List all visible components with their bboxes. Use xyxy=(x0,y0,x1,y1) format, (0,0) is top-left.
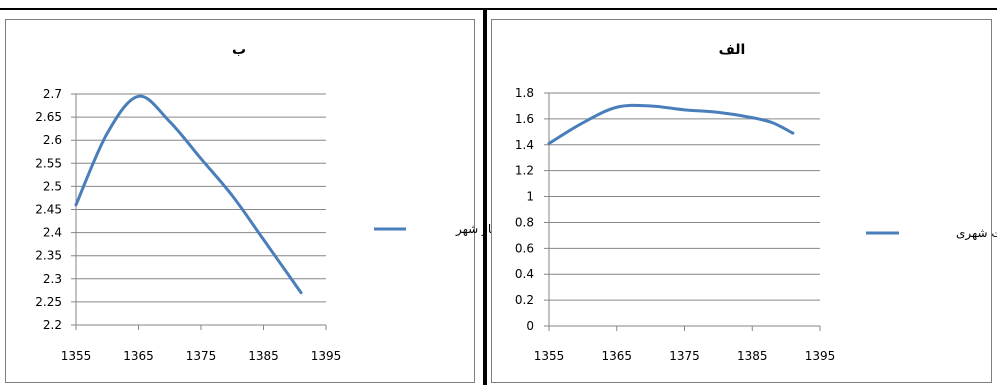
chart-b-y-tick-label-7: 2.55 xyxy=(35,156,62,170)
chart-b-y-tick-label-6: 2.5 xyxy=(43,179,62,193)
chart-alef-y-tick-label-7: 1.4 xyxy=(515,138,534,152)
chart-alef-y-tick-label-0: 0 xyxy=(526,319,534,333)
chart-b-y-tick-label-3: 2.35 xyxy=(35,249,62,263)
chart-b-x-tick-label-3: 1385 xyxy=(248,349,279,363)
chart-alef-y-tick-label-4: 0.8 xyxy=(515,215,534,229)
chart-alef-x-tick-label-1: 1365 xyxy=(601,349,632,363)
chart-alef-y-tick-label-2: 0.4 xyxy=(515,267,534,281)
chart-b-svg: ب 2.2 2.25 2.3 2.35 2.4 2.45 2.5 2.55 2.6 2.65 2.7 1… xyxy=(35,42,504,363)
chart-b-series-line-0 xyxy=(74,94,303,295)
chart-alef-x-tick-label-2: 1375 xyxy=(669,349,700,363)
chart-alef-x-tick-label-3: 1385 xyxy=(737,349,768,363)
chart-b-y-tick-label-0: 2.2 xyxy=(43,318,62,332)
chart-b-y-tick-label-4: 2.4 xyxy=(43,226,62,240)
chart-b-x-tick-label-1: 1365 xyxy=(123,349,154,363)
chart-b-x-tick-label-2: 1375 xyxy=(186,349,217,363)
top-border-strip xyxy=(0,0,997,10)
chart-b-x-tick-label-0: 1355 xyxy=(61,349,92,363)
chart-panel-alef: الف 0 0.2 0.4 0.6 0.8 1 1.2 1.4 1.6 1.8 1355 1365 137… xyxy=(491,19,997,383)
chart-alef-x-tick-label-0: 1355 xyxy=(534,349,565,363)
chart-alef-svg: الف 0 0.2 0.4 0.6 0.8 1 1.2 1.4 1.6 1.8 1355 1365 137… xyxy=(515,42,997,363)
chart-alef-legend-label-0: نخست شهری xyxy=(956,226,997,241)
panel-divider xyxy=(483,8,487,385)
chart-b-y-tick-label-9: 2.65 xyxy=(35,110,62,124)
chart-alef-title: الف xyxy=(719,42,746,58)
chart-b-y-tick-label-10: 2.7 xyxy=(43,87,62,101)
chart-b-x-tick-label-4: 1395 xyxy=(311,349,342,363)
chart-b-y-tick-label-2: 2.3 xyxy=(43,272,62,286)
chart-b-y-tick-label-8: 2.6 xyxy=(43,133,62,147)
chart-alef-y-tick-label-3: 0.6 xyxy=(515,241,534,255)
chart-alef-x-tick-label-4: 1395 xyxy=(805,349,836,363)
chart-panel-b: ب 2.2 2.25 2.3 2.35 2.4 2.45 2.5 2.55 2.6 2.65 2.7 1… xyxy=(5,19,504,383)
chart-alef-y-tick-label-1: 0.2 xyxy=(515,293,534,307)
chart-alef-series-line-0 xyxy=(547,103,795,145)
chart-alef-y-tick-label-6: 1.2 xyxy=(515,164,534,178)
chart-b-y-tick-label-1: 2.25 xyxy=(35,295,62,309)
chart-alef-y-tick-label-9: 1.8 xyxy=(515,86,534,100)
chart-alef-y-tick-label-5: 1 xyxy=(526,190,534,204)
chart-b-title: ب xyxy=(232,42,246,58)
chart-alef-y-tick-label-8: 1.6 xyxy=(515,112,534,126)
chart-b-y-tick-label-5: 2.45 xyxy=(35,203,62,217)
